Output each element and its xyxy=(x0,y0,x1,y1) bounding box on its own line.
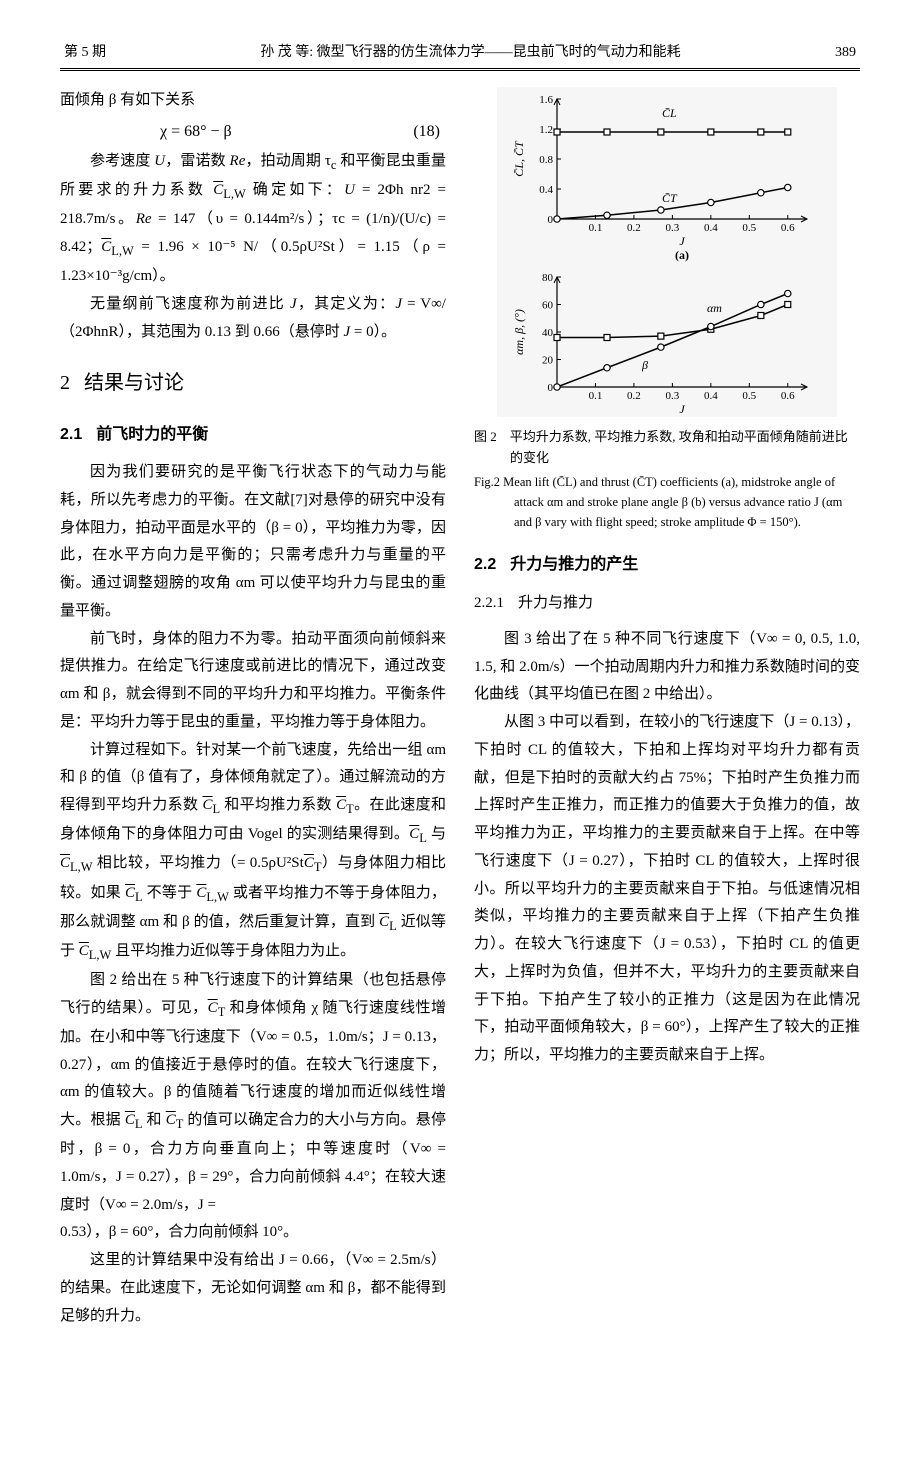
body-columns: 面倾角 β 有如下关系 χ = 68° − β (18) 参考速度 U，雷诺数 … xyxy=(60,87,860,1347)
svg-text:(a): (a) xyxy=(675,248,689,262)
svg-text:β: β xyxy=(641,358,648,372)
svg-text:0.1: 0.1 xyxy=(589,222,603,234)
running-title: 孙 茂 等: 微型飞行器的仿生流体力学——昆虫前飞时的气动力和能耗 xyxy=(260,40,680,66)
t: 不等于 xyxy=(143,885,197,901)
svg-text:0.3: 0.3 xyxy=(666,390,680,402)
equation-18: χ = 68° − β (18) xyxy=(60,117,446,147)
para-3: 因为我们要研究的是平衡飞行状态下的气动力与能耗，所以先考虑力的平衡。在文献[7]… xyxy=(60,459,446,626)
t: 参考速度 xyxy=(90,153,154,169)
svg-text:0.1: 0.1 xyxy=(589,390,603,402)
section-2-2-heading: 2.2 升力与推力的产生 xyxy=(474,550,860,580)
svg-text:1.2: 1.2 xyxy=(539,124,553,136)
page-header: 第 5 期 孙 茂 等: 微型飞行器的仿生流体力学——昆虫前飞时的气动力和能耗 … xyxy=(60,40,860,71)
para-6-cont: 0.53），β = 60°，合力向前倾斜 10°。 xyxy=(60,1219,446,1247)
svg-text:αm: αm xyxy=(707,301,722,315)
para-8: 图 3 给出了在 5 种不同飞行速度下（V∞ = 0, 0.5, 1.0, 1.… xyxy=(474,626,860,709)
t: 无量纲前飞速度称为前进比 xyxy=(90,296,290,312)
t: 确定如下： xyxy=(246,182,344,198)
para-7: 这里的计算结果中没有给出 J = 0.66，（V∞ = 2.5m/s）的结果。在… xyxy=(60,1247,446,1330)
svg-text:20: 20 xyxy=(542,354,554,366)
eq18-num: (18) xyxy=(413,117,440,147)
svg-text:0.8: 0.8 xyxy=(539,154,553,166)
svg-text:1.6: 1.6 xyxy=(539,94,553,106)
section-2-2-title: 升力与推力的产生 xyxy=(510,556,638,573)
section-2-num: 2 xyxy=(60,372,70,394)
svg-text:0.2: 0.2 xyxy=(627,390,641,402)
svg-text:0.6: 0.6 xyxy=(781,222,795,234)
svg-text:0.4: 0.4 xyxy=(539,184,553,196)
svg-text:60: 60 xyxy=(542,299,554,311)
section-2-title: 结果与讨论 xyxy=(84,372,184,394)
t: 和 xyxy=(143,1112,166,1128)
para-advance-ratio: 无量纲前飞速度称为前进比 J，其定义为：J = V∞/（2ΦhnR），其范围为 … xyxy=(60,291,446,347)
svg-text:C̄L: C̄L xyxy=(662,106,677,120)
svg-text:0.2: 0.2 xyxy=(627,222,641,234)
svg-text:(b): (b) xyxy=(675,416,690,417)
section-2-2-1-num: 2.2.1 xyxy=(474,595,504,611)
svg-text:C̄L, C̄T: C̄L, C̄T xyxy=(512,140,526,177)
para-5: 计算过程如下。针对某一个前飞速度，先给出一组 αm 和 β 的值（β 值有了，身… xyxy=(60,737,446,967)
t: = 0）。 xyxy=(350,324,396,340)
svg-text:J: J xyxy=(679,234,685,248)
para-9: 从图 3 中可以看到，在较小的飞行速度下（J = 0.13），下拍时 CL 的值… xyxy=(474,709,860,1070)
svg-text:0.4: 0.4 xyxy=(704,222,718,234)
para-params: 参考速度 U，雷诺数 Re，拍动周期 τc 和平衡昆虫重量所要求的升力系数 CL… xyxy=(60,148,446,291)
figure-2-caption-cn: 图 2 平均升力系数, 平均推力系数, 攻角和拍动平面倾角随前进比的变化 xyxy=(474,427,860,469)
svg-text:0: 0 xyxy=(548,214,554,226)
section-2-2-1-heading: 2.2.1 升力与推力 xyxy=(474,590,860,618)
t: 与 xyxy=(427,826,446,842)
para-6: 图 2 给出在 5 种飞行速度下的计算结果（也包括悬停飞行的结果）。可见，CT … xyxy=(60,967,446,1220)
t: ，其定义为： xyxy=(297,296,396,312)
svg-text:C̄T: C̄T xyxy=(662,191,678,205)
svg-text:0.6: 0.6 xyxy=(781,390,795,402)
t: 相比较，平均推力（= 0.5ρU²St xyxy=(93,855,304,871)
t: 且平均推力近似等于身体阻力为止。 xyxy=(111,943,355,959)
svg-text:0.4: 0.4 xyxy=(704,390,718,402)
issue-label: 第 5 期 xyxy=(60,40,106,66)
svg-text:80: 80 xyxy=(542,272,554,284)
svg-text:40: 40 xyxy=(542,327,554,339)
figure-2: 0.10.20.30.40.50.600.40.81.21.6J(a)C̄L, … xyxy=(474,87,860,533)
svg-text:αm, β, (°): αm, β, (°) xyxy=(512,309,526,355)
para-4: 前飞时，身体的阻力不为零。拍动平面须向前倾斜来提供推力。在给定飞行速度或前进比的… xyxy=(60,626,446,737)
section-2-1-num: 2.1 xyxy=(60,426,82,443)
relation-line: 面倾角 β 有如下关系 xyxy=(60,87,446,115)
t: ，拍动周期 τ xyxy=(245,153,331,169)
section-2-1-title: 前飞时力的平衡 xyxy=(96,426,208,443)
svg-text:0.5: 0.5 xyxy=(742,222,756,234)
section-2-1-heading: 2.1 前飞时力的平衡 xyxy=(60,420,446,450)
page-number: 389 xyxy=(835,40,860,66)
t: ，雷诺数 xyxy=(165,153,229,169)
section-2-2-num: 2.2 xyxy=(474,556,496,573)
section-2-heading: 2 结果与讨论 xyxy=(60,365,446,402)
svg-text:0: 0 xyxy=(548,382,554,394)
svg-text:J: J xyxy=(679,402,685,416)
t: 和平均推力系数 xyxy=(220,797,336,813)
eq18-body: χ = 68° − β xyxy=(160,117,232,147)
svg-text:0.3: 0.3 xyxy=(666,222,680,234)
svg-text:0.5: 0.5 xyxy=(742,390,756,402)
figure-2-caption-en: Fig.2 Mean lift (C̄L) and thrust (C̄T) c… xyxy=(474,472,860,532)
section-2-2-1-title: 升力与推力 xyxy=(518,595,593,611)
t: 和身体倾角 χ 随飞行速度线性增加。在小和中等飞行速度下（V∞ = 0.5，1.… xyxy=(60,1000,446,1128)
figure-2-svg: 0.10.20.30.40.50.600.40.81.21.6J(a)C̄L, … xyxy=(497,87,837,417)
